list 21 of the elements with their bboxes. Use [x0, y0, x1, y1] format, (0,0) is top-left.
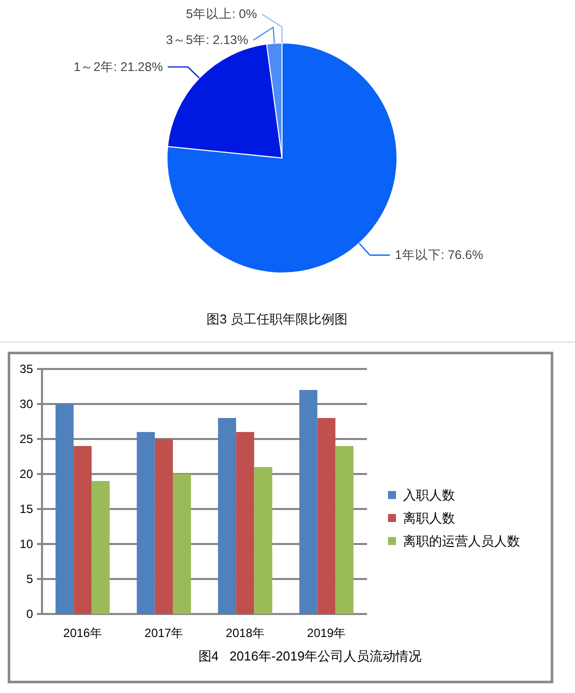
text: 图3 员工任职年限比例图 [206, 312, 348, 326]
x-tick-label: 2018年 [226, 626, 264, 640]
y-tick-label: 30 [20, 397, 34, 411]
y-tick-label: 0 [26, 607, 34, 621]
legend-label: 入职人数 [403, 488, 455, 502]
legend-label: 离职人数 [403, 510, 455, 526]
x-tick-label: 2017年 [144, 626, 184, 640]
y-tick-label: 10 [20, 537, 34, 551]
slice-label: 1～2年: 21.28% [74, 60, 163, 74]
text: 图4 2016年-2019年公司人员流动情况 [198, 648, 422, 664]
y-tick-label: 15 [20, 502, 34, 516]
slice-label: 1年以下: 76.6% [394, 248, 484, 262]
x-tick-label: 2016年 [63, 626, 102, 640]
x-tick-label: 2019年 [307, 626, 346, 640]
y-tick-label: 20 [20, 467, 34, 481]
y-tick-label: 35 [20, 362, 34, 376]
y-tick-label: 25 [20, 432, 34, 446]
slice-label: 3～5年: 2.13% [166, 33, 248, 48]
y-tick-label: 5 [26, 572, 34, 586]
legend-label: 离职的运营人员人数 [403, 534, 520, 548]
slice-label: 5年以上: 0% [186, 7, 257, 22]
